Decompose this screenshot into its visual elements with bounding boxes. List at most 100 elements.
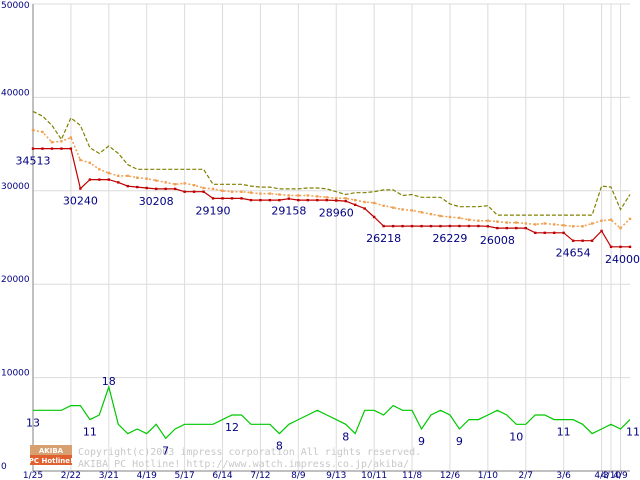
series-avg-point <box>410 209 414 212</box>
data-label-min: 26229 <box>432 232 467 245</box>
watermark-logo-bottom-bg <box>30 455 72 465</box>
series-min-point <box>117 181 120 184</box>
series-avg-point <box>486 219 490 222</box>
series-avg-point <box>230 190 234 193</box>
watermark-logo-top-bg <box>30 445 72 455</box>
series-avg-point <box>515 221 518 224</box>
series-avg-point <box>382 204 385 207</box>
series-avg-point <box>249 191 253 194</box>
x-tick-label: 1/10 <box>478 471 498 480</box>
series-avg-point <box>126 174 129 178</box>
series-lines <box>32 110 631 440</box>
x-tick-label: 7/12 <box>250 471 270 480</box>
x-tick-label: 8/9 <box>291 471 306 480</box>
series-avg-point <box>467 218 471 221</box>
series-avg-point <box>211 187 215 191</box>
x-tick-label: 11/8 <box>402 471 422 480</box>
series-min-point <box>420 224 423 228</box>
data-label-count: 13 <box>26 416 40 429</box>
x-tick-label: 1/25 <box>23 471 43 480</box>
series-min-point <box>467 224 471 228</box>
series-min-point <box>372 215 376 219</box>
series-max-line <box>32 110 631 216</box>
series-avg-point <box>524 222 527 225</box>
series-min-point <box>325 198 328 202</box>
series-min-point <box>211 197 215 200</box>
series-min-point <box>335 199 338 202</box>
y-axis-ticks: 0 10000 20000 30000 40000 50000 <box>1 1 30 472</box>
series-avg-point <box>448 215 452 219</box>
series-min-point <box>344 199 347 203</box>
series-min-point <box>41 147 44 150</box>
data-label-count: 9 <box>418 435 425 448</box>
watermark-copyright: Copyright(c)2003 impress corporation All… <box>78 447 421 458</box>
series-avg-point <box>363 200 366 204</box>
y-tick-label: 20000 <box>1 275 30 285</box>
x-tick-label: 2/22 <box>61 471 81 480</box>
data-label-count: 12 <box>225 421 239 434</box>
series-avg-point <box>609 218 613 221</box>
y-tick-label: 40000 <box>1 88 30 98</box>
series-min-point <box>562 231 565 235</box>
data-label-min: 26008 <box>480 234 515 247</box>
series-min-point <box>448 224 452 228</box>
series-min-point <box>552 231 556 235</box>
series-avg-point <box>401 208 404 211</box>
series-avg-point <box>316 195 319 198</box>
series-min-point <box>571 239 575 242</box>
series-avg-point <box>183 182 186 185</box>
series-min-point <box>410 224 414 228</box>
series-min-point <box>136 185 139 189</box>
series-avg-point <box>391 206 395 209</box>
series-avg-point <box>628 217 632 221</box>
series-avg-point <box>164 181 167 184</box>
series-min-point <box>50 147 54 150</box>
x-tick-label: 12/6 <box>440 471 460 480</box>
x-axis-ticks: 1/25 2/22 3/21 4/19 5/17 6/14 7/12 8/9 9/13 10/11… <box>23 471 628 480</box>
series-min-point <box>458 224 461 228</box>
series-avg-point <box>278 193 281 196</box>
series-min-point <box>353 203 357 207</box>
series-avg-point <box>240 190 243 193</box>
series-min-point <box>382 224 385 228</box>
series-min-point <box>202 190 205 193</box>
series-min-point <box>287 197 291 200</box>
series-min-point <box>306 198 310 202</box>
data-label-min: 34513 <box>16 155 51 168</box>
x-tick-label: 10/11 <box>361 471 387 480</box>
series-avg-point <box>458 216 461 220</box>
data-label-count: 11 <box>83 426 97 439</box>
x-tick-label: 4/10 <box>601 471 621 480</box>
series-avg-point <box>306 194 310 197</box>
series-avg-point <box>202 186 205 190</box>
watermark-url: AKIBA PC Hotline! http://www.watch.impre… <box>78 459 409 470</box>
series-min-point <box>183 190 186 193</box>
series-min-point <box>268 198 272 202</box>
series-avg-point <box>372 201 376 205</box>
series-avg-point <box>107 171 111 175</box>
series-avg-point <box>88 161 92 164</box>
series-min-point <box>316 198 319 202</box>
series-min-point <box>249 198 253 202</box>
series-min-point <box>477 224 480 228</box>
series-min-point <box>628 245 632 249</box>
data-label-min: 30208 <box>139 195 174 208</box>
watermark: AKIBA PC Hotline! Copyright(c)2003 impre… <box>29 445 421 470</box>
series-min-point <box>429 224 433 228</box>
series-min-point <box>126 184 129 188</box>
data-label-min: 24654 <box>556 247 591 260</box>
series-min-point <box>145 186 148 190</box>
series-avg-point <box>41 130 44 134</box>
series-avg-point <box>192 183 196 187</box>
series-avg-point <box>562 224 565 227</box>
series-avg-point <box>505 221 509 224</box>
series-min-line <box>33 148 630 248</box>
watermark-logo-bottom: PC Hotline! <box>29 457 73 465</box>
y-tick-label: 50000 <box>1 1 30 11</box>
data-label-min: 28960 <box>319 207 354 220</box>
series-avg-point <box>287 194 291 197</box>
series-min-point <box>401 224 404 228</box>
series-min-point <box>543 231 546 235</box>
series-avg-point <box>259 192 262 195</box>
